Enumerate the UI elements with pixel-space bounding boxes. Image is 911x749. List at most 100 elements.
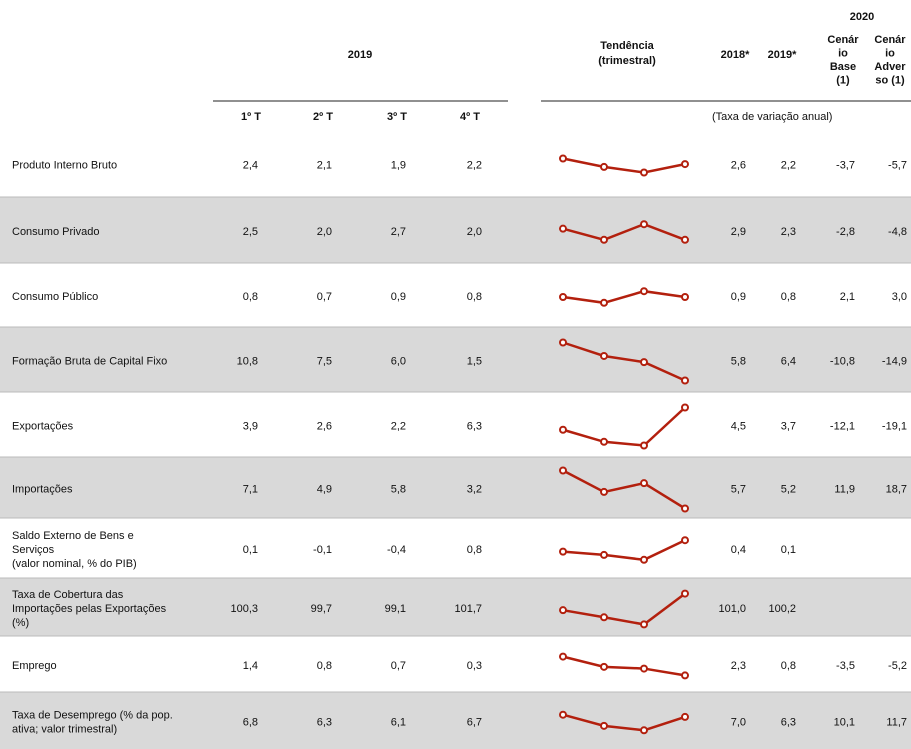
annual-value: 11,9 [834,483,855,495]
header-adverse: Cenár [874,34,906,46]
header-base: io [838,47,848,59]
sparkline-point [600,662,608,671]
sparkline-point [559,606,567,615]
sparkline [562,406,686,447]
sparkline-point [640,726,648,735]
header-adverse: io [885,47,895,59]
sparkline-point [681,403,689,412]
row-band [0,327,911,392]
sparkline-point [600,613,608,622]
annual-value: 18,7 [886,483,907,495]
sparkline-point [681,504,689,513]
annual-value: 6,3 [781,716,796,728]
annual-value: 101,0 [718,603,746,615]
sparkline-point [600,487,608,496]
row-label: Produto Interno Bruto [12,159,117,171]
row-label: Saldo Externo de Bens e [12,530,134,542]
sparkline-point [600,162,608,171]
annual-value: 5,2 [781,483,796,495]
quarter-value: 2,2 [467,159,482,171]
header-adverse: Adver [874,61,906,73]
sparkline-point [640,664,648,673]
quarter-value: 3,2 [467,483,482,495]
sparkline-point [681,589,689,598]
header-base: Base [830,61,856,73]
sparkline [562,713,686,732]
quarter-header: 4º T [460,111,480,123]
row-label: Emprego [12,660,57,672]
header-trend: (trimestral) [598,55,656,67]
sparkline-point [640,287,648,296]
quarter-value: -0,1 [313,544,332,556]
quarter-value: 1,5 [467,355,482,367]
quarter-value: 0,7 [391,660,406,672]
annual-value: 3,0 [892,291,907,303]
header-year: 2019 [348,49,372,61]
sparkline-point [600,298,608,307]
sparkline-point [559,652,567,661]
annual-value: -12,1 [830,420,855,432]
sparkline-point [640,555,648,564]
header-adverse: so (1) [875,74,905,86]
sparkline [562,222,686,242]
quarter-value: 0,8 [317,660,332,672]
sparkline-point [640,168,648,177]
sparkline-point [559,338,567,347]
row-band [0,457,911,518]
quarter-value: 99,1 [385,603,406,615]
annual-value: 0,4 [731,544,746,556]
row-label: (valor nominal, % do PIB) [12,558,137,570]
annual-value: -5,7 [888,159,907,171]
row-label: Importações pelas Exportações [12,603,167,615]
annual-value: 100,2 [768,603,796,615]
quarter-value: 2,0 [467,226,482,238]
annual-value: 2,6 [731,159,746,171]
quarter-value: 6,7 [467,716,482,728]
sparkline-point [640,441,648,450]
row-label: Formação Bruta de Capital Fixo [12,355,167,367]
annual-value: 5,8 [731,355,746,367]
sparkline-point [681,536,689,545]
annual-value: 2,9 [731,226,746,238]
quarter-value: 1,4 [243,660,258,672]
sparkline-point [559,293,567,301]
annual-value: -14,9 [882,355,907,367]
row-band [0,197,911,263]
quarter-value: 2,7 [391,226,406,238]
sparkline [562,469,686,510]
annual-value: 4,5 [731,420,746,432]
quarter-value: 2,1 [317,159,332,171]
quarter-value: 0,3 [467,660,482,672]
row-label: Importações [12,483,73,495]
sparkline-point [600,550,608,559]
quarter-value: 1,9 [391,159,406,171]
header-col: 2019* [768,49,797,61]
quarter-value: 2,5 [243,226,258,238]
sparkline-point [600,721,608,730]
row-label: Exportações [12,420,74,432]
header-year: 2020 [850,11,874,23]
sparkline [562,592,686,626]
quarter-value: 7,5 [317,355,332,367]
quarter-value: 6,0 [391,355,406,367]
annual-value: -3,5 [836,660,855,672]
annual-value: -10,8 [830,355,855,367]
quarter-value: 3,9 [243,420,258,432]
annual-value: 0,1 [781,544,796,556]
annual-value: 2,1 [840,291,855,303]
quarter-value: 6,1 [391,716,406,728]
quarter-value: 7,1 [243,483,258,495]
quarter-value: 2,2 [391,420,406,432]
quarter-header: 2º T [313,111,333,123]
quarter-value: 100,3 [230,603,258,615]
quarter-value: 0,7 [317,291,332,303]
quarter-value: 0,8 [467,291,482,303]
row-band [0,692,911,749]
annual-value: -2,8 [836,226,855,238]
quarter-value: 99,7 [311,603,332,615]
quarter-value: -0,4 [387,544,406,556]
sparkline-point [681,160,689,169]
quarter-value: 0,8 [243,291,258,303]
row-label: Taxa de Cobertura das [12,589,124,601]
sparkline-point [681,376,689,385]
